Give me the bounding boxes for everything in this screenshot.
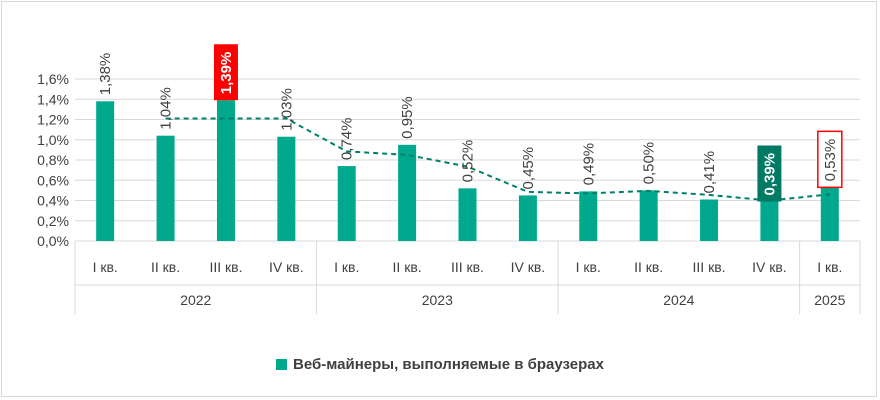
data-label: 0,41%	[701, 151, 718, 194]
bar	[458, 188, 477, 241]
y-tick-label: 1,6%	[37, 71, 69, 87]
legend-swatch	[276, 359, 288, 370]
bar	[518, 195, 537, 241]
y-tick-label: 1,4%	[37, 91, 69, 107]
bar	[760, 201, 779, 241]
y-tick-label: 0,2%	[37, 213, 69, 229]
x-tick-label: III кв.	[209, 259, 242, 275]
data-label: 0,50%	[641, 142, 658, 185]
bar	[579, 191, 598, 241]
x-tick-label: IV кв.	[269, 259, 304, 275]
x-tick-label: II кв.	[634, 259, 663, 275]
data-label: 0,95%	[399, 96, 416, 139]
y-tick-label: 1,2%	[37, 112, 69, 128]
bar	[156, 135, 175, 241]
x-tick-label: II кв.	[151, 259, 180, 275]
bar	[700, 199, 719, 241]
data-label: 1,39%	[218, 52, 235, 95]
trendline	[165, 117, 830, 202]
data-label: 0,49%	[580, 143, 597, 186]
x-tick-label: I кв.	[334, 259, 359, 275]
x-group-label: 2025	[814, 292, 845, 308]
x-tick-label: III кв.	[693, 259, 726, 275]
data-label: 1,38%	[97, 53, 114, 96]
bar	[639, 190, 658, 241]
x-tick-label: III кв.	[451, 259, 484, 275]
data-label: 1,03%	[278, 88, 295, 131]
x-tick-label: II кв.	[393, 259, 422, 275]
data-label: 0,39%	[761, 153, 778, 196]
data-label: 0,45%	[520, 147, 537, 190]
x-tick-label: I кв.	[817, 259, 842, 275]
x-tick-label: IV кв.	[752, 259, 787, 275]
x-group-label: 2022	[180, 292, 211, 308]
y-tick-label: 0,6%	[37, 172, 69, 188]
y-tick-label: 0,8%	[37, 152, 69, 168]
x-tick-label: I кв.	[576, 259, 601, 275]
bar	[337, 166, 356, 241]
y-tick-label: 0,4%	[37, 193, 69, 209]
data-label-highlight	[757, 145, 782, 202]
data-label: 1,04%	[158, 87, 175, 130]
data-label-highlight	[817, 130, 843, 189]
chart-legend: Веб-майнеры, выполняемые в браузерах	[0, 356, 880, 373]
x-group-label: 2024	[663, 292, 694, 308]
y-tick-label: 1,0%	[37, 132, 69, 148]
y-tick-label: 0,0%	[37, 233, 69, 249]
bar	[216, 100, 235, 241]
bar	[96, 101, 115, 242]
x-group-label: 2023	[422, 292, 453, 308]
bar	[820, 187, 839, 241]
legend-label: Веб-майнеры, выполняемые в браузерах	[293, 356, 604, 373]
data-label: 0,74%	[339, 118, 356, 161]
data-label: 0,53%	[822, 139, 839, 182]
bar	[398, 144, 417, 241]
bar	[277, 136, 296, 241]
x-tick-label: IV кв.	[511, 259, 546, 275]
data-label: 0,52%	[460, 140, 477, 183]
data-label-highlight	[213, 44, 238, 101]
x-tick-label: I кв.	[93, 259, 118, 275]
